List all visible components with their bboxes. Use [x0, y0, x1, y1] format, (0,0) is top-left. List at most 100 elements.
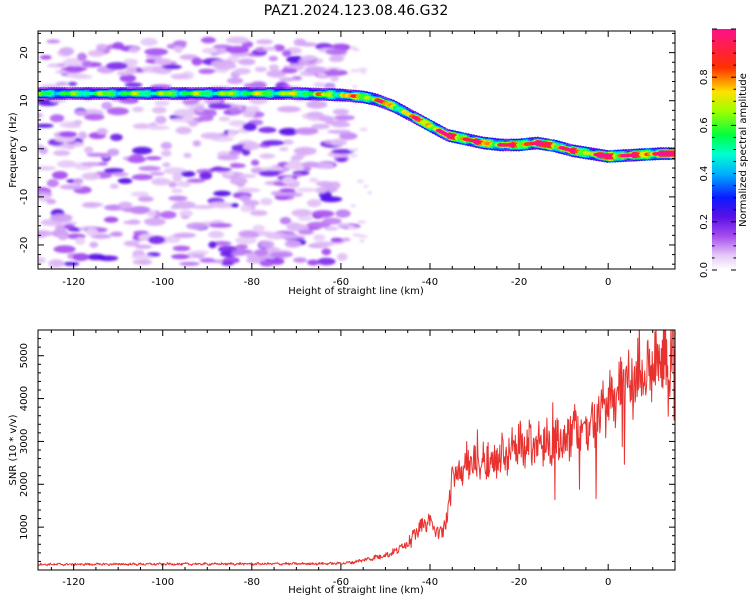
noise-blob	[281, 68, 298, 74]
noise-blob	[38, 123, 54, 128]
figure-title: PAZ1.2024.123.08.46.G32	[264, 3, 449, 19]
noise-blob	[331, 149, 355, 155]
noise-blob	[269, 251, 294, 258]
noise-blob	[73, 178, 84, 185]
noise-blob	[296, 187, 317, 193]
spectrogram-signal	[38, 87, 675, 163]
noise-blob	[112, 172, 129, 177]
noise-blob	[81, 201, 101, 208]
noise-blob	[86, 152, 109, 157]
noise-blob	[255, 39, 273, 45]
colorbar-tick-label: 0.6	[699, 117, 710, 133]
noise-blob	[124, 82, 143, 88]
noise-blob	[163, 167, 187, 175]
noise-blob	[212, 240, 232, 246]
noise-blob	[245, 106, 261, 113]
noise-blob	[242, 122, 257, 132]
noise-blob	[57, 233, 68, 241]
noise-blob	[336, 157, 348, 162]
noise-blob	[213, 190, 232, 197]
noise-blob	[117, 178, 133, 184]
noise-blob	[147, 125, 170, 131]
noise-blob	[112, 42, 124, 50]
snr-x-axis-label: Height of straight line (km)	[288, 585, 424, 596]
noise-speck	[352, 85, 358, 89]
noise-blob	[38, 166, 57, 171]
noise-blob	[183, 152, 192, 158]
noise-blob	[110, 231, 123, 237]
noise-speck	[363, 184, 369, 188]
noise-blob	[297, 215, 313, 222]
noise-blob	[57, 63, 66, 68]
noise-blob	[85, 227, 99, 236]
noise-speck	[350, 69, 360, 73]
noise-blob	[186, 178, 206, 183]
noise-blob	[131, 255, 154, 260]
noise-blob	[288, 159, 301, 168]
x-tick-label: 0	[605, 277, 611, 288]
noise-blob	[146, 252, 161, 257]
noise-blob	[278, 146, 289, 152]
noise-blob	[72, 253, 90, 262]
noise-blob	[268, 55, 278, 62]
noise-blob	[279, 188, 296, 193]
x-tick-label: -100	[151, 277, 174, 288]
noise-blob	[123, 220, 141, 225]
noise-blob	[162, 162, 171, 168]
noise-blob	[77, 52, 87, 61]
noise-blob	[293, 257, 307, 263]
noise-blob	[50, 213, 73, 222]
noise-blob	[38, 256, 46, 264]
y-tick-label: -10	[19, 189, 30, 205]
noise-blob	[217, 154, 240, 161]
noise-blob	[307, 259, 320, 266]
noise-blob	[38, 113, 43, 118]
noise-blob	[149, 171, 165, 176]
noise-blob	[306, 199, 322, 208]
noise-blob	[276, 106, 301, 113]
noise-blob	[173, 232, 196, 239]
y-tick-label: 20	[19, 46, 30, 59]
noise-blob	[266, 69, 287, 78]
spectrogram-frame	[37, 30, 676, 270]
noise-blob	[138, 165, 162, 171]
noise-blob	[315, 181, 334, 187]
spectrogram-noise	[38, 36, 373, 268]
noise-blob	[53, 150, 71, 156]
noise-blob	[96, 43, 108, 51]
noise-blob	[259, 260, 275, 267]
noise-blob	[132, 259, 153, 265]
noise-blob	[87, 50, 105, 57]
noise-blob	[273, 44, 285, 52]
noise-blob	[331, 122, 351, 128]
noise-blob	[176, 181, 192, 188]
noise-speck	[349, 154, 358, 158]
spectrogram-y-ticks: -20 -10 0 10 20	[19, 32, 675, 265]
noise-blob	[250, 159, 260, 166]
noise-blob	[292, 154, 304, 161]
noise-blob	[327, 68, 340, 77]
noise-blob	[258, 126, 277, 134]
noise-blob	[151, 177, 171, 186]
noise-blob	[258, 170, 280, 177]
noise-blob	[48, 259, 65, 268]
noise-blob	[191, 204, 216, 210]
noise-blob	[300, 55, 317, 62]
noise-blob	[57, 160, 77, 168]
noise-blob	[235, 236, 257, 245]
noise-speck	[358, 234, 368, 238]
noise-blob	[186, 222, 208, 230]
noise-blob	[208, 201, 231, 208]
x-tick-label: -20	[511, 277, 527, 288]
noise-blob	[230, 163, 246, 169]
noise-blob	[190, 250, 209, 255]
noise-speck	[367, 191, 373, 195]
noise-blob	[259, 240, 275, 249]
noise-blob	[313, 81, 326, 88]
noise-blob	[309, 177, 319, 183]
noise-blob	[173, 108, 196, 118]
noise-blob	[101, 101, 113, 110]
noise-blob	[62, 261, 80, 266]
colorbar-tick-label: 0.4	[699, 166, 710, 182]
